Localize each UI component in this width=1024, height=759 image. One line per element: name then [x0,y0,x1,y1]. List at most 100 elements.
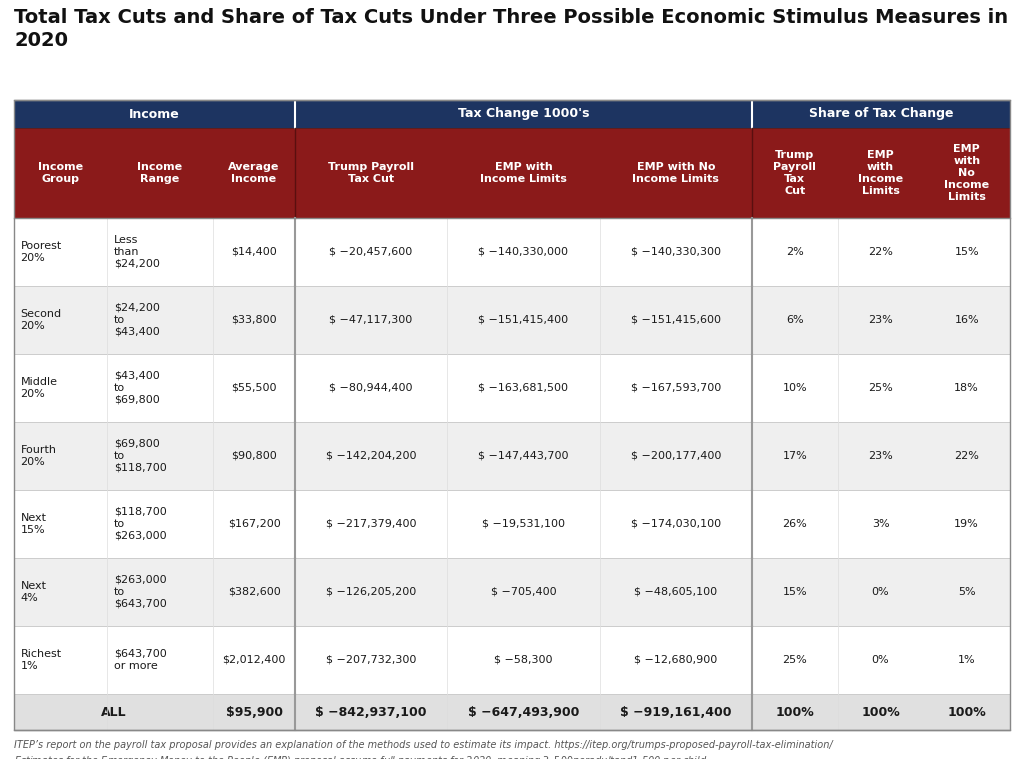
Text: Middle
20%: Middle 20% [20,377,57,399]
Bar [924,626,1010,694]
Bar [14,354,106,422]
Text: $ −705,400: $ −705,400 [490,587,556,597]
Text: Tax Change 1000's: Tax Change 1000's [458,108,589,121]
Bar [752,626,838,694]
Bar [924,694,1010,730]
Bar [924,286,1010,354]
Bar [106,286,213,354]
Bar [838,558,924,626]
Bar [14,694,106,730]
Text: $263,000
to
$643,700: $263,000 to $643,700 [114,575,167,609]
Bar [924,490,1010,558]
Bar [924,558,1010,626]
Text: Next
4%: Next 4% [20,581,46,603]
Text: $ −167,593,700: $ −167,593,700 [631,383,721,393]
Text: 23%: 23% [868,315,893,325]
Text: Income
Group: Income Group [38,162,83,184]
Text: EMP with No
Income Limits: EMP with No Income Limits [633,162,719,184]
Bar [838,286,924,354]
Text: 100%: 100% [947,706,986,719]
Bar [14,100,295,128]
Bar [600,490,752,558]
Bar [600,354,752,422]
Bar [213,218,295,286]
Bar [106,422,213,490]
Text: 0%: 0% [871,655,889,665]
Text: EMP
with
No
Income
Limits: EMP with No Income Limits [944,144,989,202]
Text: $ −140,330,000: $ −140,330,000 [478,247,568,257]
Bar [295,626,447,694]
Text: 25%: 25% [868,383,893,393]
Bar [924,128,1010,218]
Bar [14,100,1010,730]
Bar [14,286,106,354]
Bar [447,694,600,730]
Bar [838,490,924,558]
Bar [447,128,600,218]
Bar [752,558,838,626]
Bar [295,354,447,422]
Text: $ −48,605,100: $ −48,605,100 [634,587,718,597]
Bar [752,218,838,286]
Bar [295,286,447,354]
Text: $69,800
to
$118,700: $69,800 to $118,700 [114,439,167,473]
Bar [447,558,600,626]
Text: ALL: ALL [100,706,126,719]
Text: $ −47,117,300: $ −47,117,300 [330,315,413,325]
Text: $ −163,681,500: $ −163,681,500 [478,383,568,393]
Bar [447,626,600,694]
Bar [752,694,838,730]
Bar [924,354,1010,422]
Bar [14,626,106,694]
Text: 19%: 19% [954,519,979,529]
Text: $ −80,944,400: $ −80,944,400 [330,383,413,393]
Bar [838,422,924,490]
Bar [600,694,752,730]
Bar [295,218,447,286]
Bar [106,626,213,694]
Bar [213,286,295,354]
Text: $95,900: $95,900 [225,706,283,719]
Text: $ −142,204,200: $ −142,204,200 [326,451,417,461]
Text: $24,200
to
$43,400: $24,200 to $43,400 [114,303,160,337]
Text: $ −126,205,200: $ −126,205,200 [326,587,416,597]
Bar [838,354,924,422]
Text: $ −200,177,400: $ −200,177,400 [631,451,721,461]
Text: $43,400
to
$69,800: $43,400 to $69,800 [114,371,160,405]
Text: Income
Range: Income Range [137,162,182,184]
Bar [213,490,295,558]
Text: 0%: 0% [871,587,889,597]
Text: 18%: 18% [954,383,979,393]
Bar [106,128,213,218]
Text: 15%: 15% [782,587,807,597]
Text: $14,400: $14,400 [231,247,276,257]
Bar [106,490,213,558]
Text: 17%: 17% [782,451,807,461]
Text: Share of Tax Change: Share of Tax Change [809,108,953,121]
Text: $643,700
or more: $643,700 or more [114,649,167,671]
Bar [600,626,752,694]
Bar [447,422,600,490]
Bar [295,694,447,730]
Text: Total Tax Cuts and Share of Tax Cuts Under Three Possible Economic Stimulus Meas: Total Tax Cuts and Share of Tax Cuts Und… [14,8,1008,50]
Bar [14,218,106,286]
Text: 22%: 22% [954,451,979,461]
Text: $ −647,493,900: $ −647,493,900 [468,706,580,719]
Text: $90,800: $90,800 [231,451,276,461]
Text: $ −140,330,300: $ −140,330,300 [631,247,721,257]
Bar [752,354,838,422]
Text: 15%: 15% [954,247,979,257]
Text: Fourth
20%: Fourth 20% [20,445,56,467]
Text: $ −842,937,100: $ −842,937,100 [315,706,427,719]
Bar [600,422,752,490]
Text: 10%: 10% [782,383,807,393]
Bar [838,218,924,286]
Text: $ −919,161,400: $ −919,161,400 [621,706,731,719]
Text: 6%: 6% [786,315,804,325]
Bar [447,218,600,286]
Bar [106,218,213,286]
Text: Richest
1%: Richest 1% [20,649,61,671]
Text: $ −20,457,600: $ −20,457,600 [330,247,413,257]
Bar [924,218,1010,286]
Bar [924,422,1010,490]
